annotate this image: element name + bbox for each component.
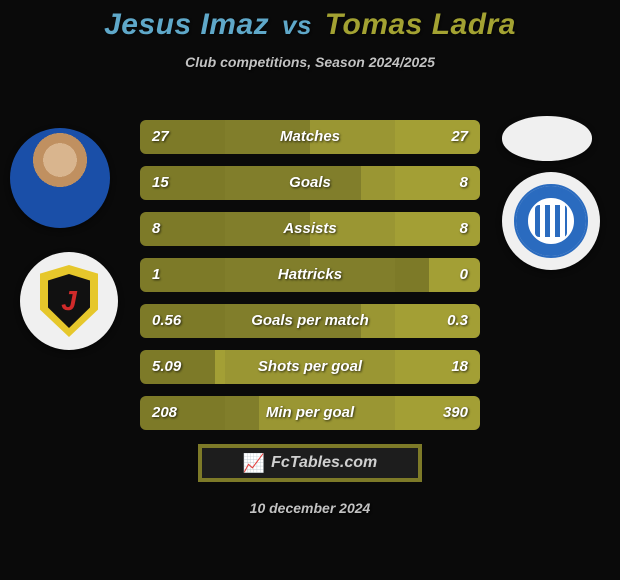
stat-label: Min per goal (140, 396, 480, 430)
date-text: 10 december 2024 (0, 500, 620, 516)
stat-value-right: 390 (443, 396, 468, 430)
stat-label: Goals per match (140, 304, 480, 338)
stat-value-left: 15 (152, 166, 169, 200)
stat-value-right: 8 (460, 212, 468, 246)
stat-value-right: 0.3 (447, 304, 468, 338)
stat-label: Shots per goal (140, 350, 480, 384)
comparison-infographic: Jesus Imaz vs Tomas Ladra Club competiti… (0, 0, 620, 580)
stat-value-left: 208 (152, 396, 177, 430)
stat-value-right: 27 (451, 120, 468, 154)
stat-label: Hattricks (140, 258, 480, 292)
ring-icon: FKMB (516, 186, 586, 256)
stat-row: Goals15 8 (140, 166, 480, 200)
stat-row: Matches27 27 (140, 120, 480, 154)
stat-label: Goals (140, 166, 480, 200)
chart-icon: 📈 (243, 453, 265, 474)
stat-value-left: 0.56 (152, 304, 181, 338)
player1-name: Jesus Imaz (104, 8, 269, 41)
club1-letter: J (61, 285, 77, 317)
stripes-icon (535, 205, 567, 237)
stat-value-right: 8 (460, 166, 468, 200)
stat-row: Shots per goal5.09 18 (140, 350, 480, 384)
player1-club-badge: J (20, 252, 118, 350)
player2-name: Tomas Ladra (325, 8, 516, 41)
stat-row: Assists8 8 (140, 212, 480, 246)
stat-value-right: 0 (460, 258, 468, 292)
stat-row: Hattricks1 0 (140, 258, 480, 292)
stat-row: Goals per match0.56 0.3 (140, 304, 480, 338)
stat-label: Matches (140, 120, 480, 154)
player2-avatar (502, 116, 592, 161)
stat-label: Assists (140, 212, 480, 246)
stat-value-left: 8 (152, 212, 160, 246)
watermark-text: FcTables.com (271, 454, 377, 472)
stat-value-right: 18 (451, 350, 468, 384)
stat-value-left: 27 (152, 120, 169, 154)
club2-label: FKMB (528, 188, 574, 197)
stat-value-left: 1 (152, 258, 160, 292)
stat-value-left: 5.09 (152, 350, 181, 384)
page-title: Jesus Imaz vs Tomas Ladra (0, 8, 620, 42)
stat-row: Min per goal208 390 (140, 396, 480, 430)
watermark-badge: 📈 FcTables.com (198, 444, 422, 482)
player1-avatar (10, 128, 110, 228)
shield-icon: J (40, 265, 98, 337)
player2-club-badge: FKMB (502, 172, 600, 270)
subtitle: Club competitions, Season 2024/2025 (0, 54, 620, 70)
vs-text: vs (282, 10, 312, 40)
stats-list: Matches2727Goals158Assists88Hattricks10G… (140, 120, 480, 442)
